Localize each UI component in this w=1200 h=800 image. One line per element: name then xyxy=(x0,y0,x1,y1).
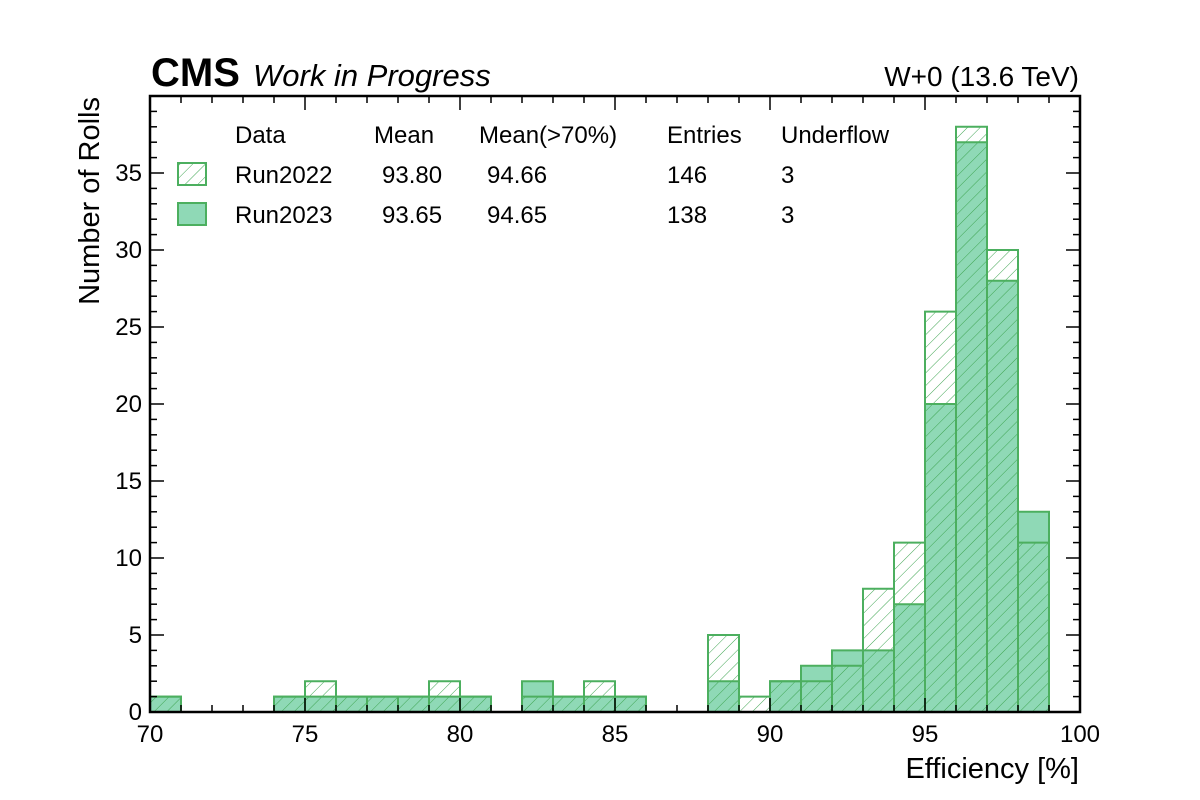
x-tick-label: 70 xyxy=(137,721,164,748)
x-tick-label: 85 xyxy=(602,721,629,748)
legend-header-underflow: Underflow xyxy=(781,122,890,149)
run2022-bar xyxy=(274,696,305,712)
axis-tick-labels: 70 75 80 85 90 95 100 0 5 10 15 20 25 30 35 xyxy=(115,160,1100,748)
legend-header-mean-gt70: Mean(>70%) xyxy=(479,122,617,149)
y-tick-label: 15 xyxy=(115,468,142,495)
run2022-bar xyxy=(708,635,739,712)
run2022-bar xyxy=(1018,542,1049,712)
run2022-bar xyxy=(336,696,367,712)
legend-header-entries: Entries xyxy=(667,122,742,149)
x-axis-title: Efficiency [%] xyxy=(905,753,1079,785)
legend-entries-run2022: 146 xyxy=(667,162,707,189)
run2022-bar xyxy=(739,696,770,712)
run2022-bar xyxy=(367,696,398,712)
y-tick-label: 0 xyxy=(129,699,142,726)
run2022-bar xyxy=(956,126,987,713)
run2022-bar xyxy=(770,681,801,712)
x-tick-label: 95 xyxy=(912,721,939,748)
legend: Data Mean Mean(>70%) Entries Underflow R… xyxy=(177,122,890,229)
legend-name-run2023: Run2023 xyxy=(235,202,332,229)
legend-header-mean: Mean xyxy=(374,122,434,149)
run2022-bar xyxy=(150,696,181,712)
y-tick-label: 30 xyxy=(115,237,142,264)
legend-header-data: Data xyxy=(235,122,286,149)
run2022-bar xyxy=(801,681,832,712)
legend-swatch-run2023 xyxy=(177,202,207,226)
run2022-bar xyxy=(522,696,553,712)
run2022-bar xyxy=(832,665,863,712)
legend-name-run2022: Run2022 xyxy=(235,162,332,189)
y-tick-label: 5 xyxy=(129,622,142,649)
legend-underflow-run2023: 3 xyxy=(781,202,794,229)
run2022-bar xyxy=(615,696,646,712)
x-tick-label: 90 xyxy=(757,721,784,748)
y-tick-label: 25 xyxy=(115,314,142,341)
x-tick-label: 80 xyxy=(447,721,474,748)
run2022-bar xyxy=(894,542,925,712)
plot-frame xyxy=(148,94,1082,714)
run2022-bar xyxy=(460,696,491,712)
run2022-bars xyxy=(150,126,1049,713)
legend-mean-run2022: 93.80 xyxy=(382,162,442,189)
outline-run2022 xyxy=(149,125,1050,712)
legend-mean-gt70-run2022: 94.66 xyxy=(487,162,547,189)
legend-underflow-run2022: 3 xyxy=(781,162,794,189)
x-tick-label: 100 xyxy=(1060,721,1100,748)
experiment-label: CMS xyxy=(151,51,240,95)
x-tick-label: 75 xyxy=(292,721,319,748)
legend-mean-run2023: 93.65 xyxy=(382,202,442,229)
energy-label: W+0 (13.6 TeV) xyxy=(884,61,1079,92)
run2022-bar xyxy=(398,696,429,712)
run2022-bar xyxy=(553,696,584,712)
y-tick-label: 20 xyxy=(115,391,142,418)
run2022-bar xyxy=(987,250,1018,712)
status-label: Work in Progress xyxy=(253,58,491,93)
legend-mean-gt70-run2023: 94.65 xyxy=(487,202,547,229)
y-tick-label: 10 xyxy=(115,545,142,572)
legend-entries-run2023: 138 xyxy=(667,202,707,229)
legend-swatch-run2022 xyxy=(177,162,207,186)
bar-outlines xyxy=(149,125,1050,712)
y-axis-title: Number of Rolls xyxy=(74,97,106,305)
run2022-bar xyxy=(925,311,956,712)
y-tick-label: 35 xyxy=(115,160,142,187)
